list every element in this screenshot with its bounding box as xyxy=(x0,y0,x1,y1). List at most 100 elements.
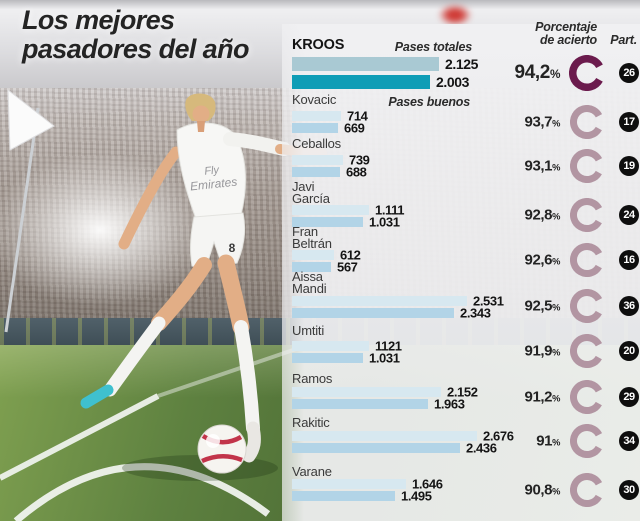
bar-total-passes xyxy=(292,155,343,165)
bar-total-passes xyxy=(292,296,467,306)
ball-highlight xyxy=(206,434,220,448)
corner-flag xyxy=(7,88,55,151)
player-face xyxy=(192,105,210,123)
player-name: Beltrán xyxy=(292,235,332,251)
bar-total-passes xyxy=(292,57,439,71)
bar-good-passes-value: 1.031 xyxy=(369,350,400,366)
accuracy-donut-icon xyxy=(570,473,604,507)
column-header-total-passes: Pases totales xyxy=(394,40,473,54)
title-line2: pasadores del año xyxy=(22,33,249,64)
bar-good-passes xyxy=(292,123,338,133)
bar-good-passes-value: 1.963 xyxy=(434,396,465,412)
player-right-sock xyxy=(234,320,260,435)
percent-sign: % xyxy=(549,68,560,81)
column-header-accuracy-line1: Porcentaje xyxy=(535,20,597,34)
player-name: Varane xyxy=(292,464,332,479)
participation-badge: 36 xyxy=(619,296,639,316)
shirt-sponsor-line1: Fly xyxy=(204,164,221,178)
bar-total-passes-value: 612 xyxy=(340,247,361,263)
flag-pole xyxy=(4,107,40,333)
accuracy-donut-icon xyxy=(570,149,604,183)
percent-sign: % xyxy=(552,211,560,222)
accuracy-donut-icon xyxy=(570,334,604,368)
accuracy-label: 92,6% xyxy=(525,252,561,269)
percent-sign: % xyxy=(552,393,560,404)
accuracy-label: 91,9% xyxy=(524,342,561,360)
accuracy-value: 93,1 xyxy=(524,157,553,175)
bar-total-passes xyxy=(292,341,369,351)
player-right-boot xyxy=(242,421,261,463)
title-line1: Los mejores xyxy=(22,5,175,35)
player-name: Kovacic xyxy=(292,92,337,107)
bar-good-passes-value: 1.031 xyxy=(369,214,400,230)
participation-badge: 19 xyxy=(619,156,639,176)
bar-total-passes-value: 714 xyxy=(347,108,368,124)
bar-total-passes xyxy=(292,387,441,397)
player-name: KROOS xyxy=(292,37,345,53)
accuracy-donut-icon xyxy=(570,289,604,323)
accuracy-label: 92,5% xyxy=(524,297,561,315)
accuracy-label: 90,8% xyxy=(525,482,561,499)
accuracy-label: 94,2% xyxy=(514,62,561,84)
percent-sign: % xyxy=(552,162,560,173)
bar-good-passes-value: 688 xyxy=(346,164,367,180)
bar-total-passes xyxy=(292,479,406,489)
participation-badge: 30 xyxy=(619,480,639,500)
bar-good-passes xyxy=(292,353,363,363)
bar-total-passes-value: 2.531 xyxy=(473,293,504,309)
bar-total-passes-value: 1.111 xyxy=(375,202,405,218)
accuracy-donut-icon xyxy=(570,243,604,277)
percent-sign: % xyxy=(552,437,560,448)
accuracy-label: 91,2% xyxy=(525,389,561,406)
percent-sign: % xyxy=(552,256,560,267)
accuracy-value: 91,9 xyxy=(524,342,553,360)
player-name: Ceballos xyxy=(292,136,341,151)
player-left-sock xyxy=(103,316,166,397)
bar-good-passes xyxy=(292,217,363,227)
accuracy-value: 92,5 xyxy=(524,297,553,315)
column-header-good-passes: Pases buenos xyxy=(388,95,470,109)
player-neck xyxy=(197,121,205,132)
participation-badge: 34 xyxy=(619,431,639,451)
percent-sign: % xyxy=(552,302,560,313)
bar-good-passes-value: 2.436 xyxy=(466,440,497,456)
accuracy-label: 93,1% xyxy=(524,157,561,175)
accuracy-label: 92,8% xyxy=(524,206,561,224)
bar-good-passes xyxy=(292,399,428,409)
accuracy-donut-icon xyxy=(570,198,604,232)
accuracy-value: 92,8 xyxy=(524,206,553,224)
player-name: Fran xyxy=(292,224,318,239)
bar-good-passes xyxy=(292,262,331,272)
player-name: Rakitic xyxy=(292,415,330,430)
bar-good-passes xyxy=(292,167,340,177)
bar-total-passes xyxy=(292,431,477,441)
bar-total-passes-value: 2.676 xyxy=(483,428,514,444)
player-jersey xyxy=(176,122,246,220)
accuracy-label: 91% xyxy=(536,433,560,450)
touchline xyxy=(0,393,160,481)
player-name: Ramos xyxy=(292,371,333,386)
player-shorts xyxy=(190,212,246,269)
shorts-number: 8 xyxy=(229,241,236,255)
accuracy-value: 94,2 xyxy=(514,62,551,83)
bar-good-passes xyxy=(292,308,454,318)
participation-badge: 16 xyxy=(619,250,639,270)
bar-good-passes-value: 2.343 xyxy=(460,305,491,321)
bar-good-passes-value: 567 xyxy=(337,259,358,275)
bar-total-passes xyxy=(292,111,341,121)
column-header-participation: Part. xyxy=(610,33,637,47)
ball-red-stripe-bottom xyxy=(201,454,243,464)
touchline-far xyxy=(157,345,303,398)
bar-good-passes-value: 1.495 xyxy=(401,488,432,504)
participation-badge: 26 xyxy=(619,63,639,83)
bar-total-passes-value: 739 xyxy=(349,152,370,168)
shirt-sponsor-line2: Emirates xyxy=(189,175,238,194)
column-header-accuracy-line2: de acierto xyxy=(539,33,597,47)
player-name: Aissa xyxy=(292,269,323,284)
player-name: Mandi xyxy=(292,280,327,296)
ball-icon xyxy=(197,424,247,474)
accuracy-donut-icon xyxy=(570,105,604,139)
player-name: Javi xyxy=(292,179,315,194)
